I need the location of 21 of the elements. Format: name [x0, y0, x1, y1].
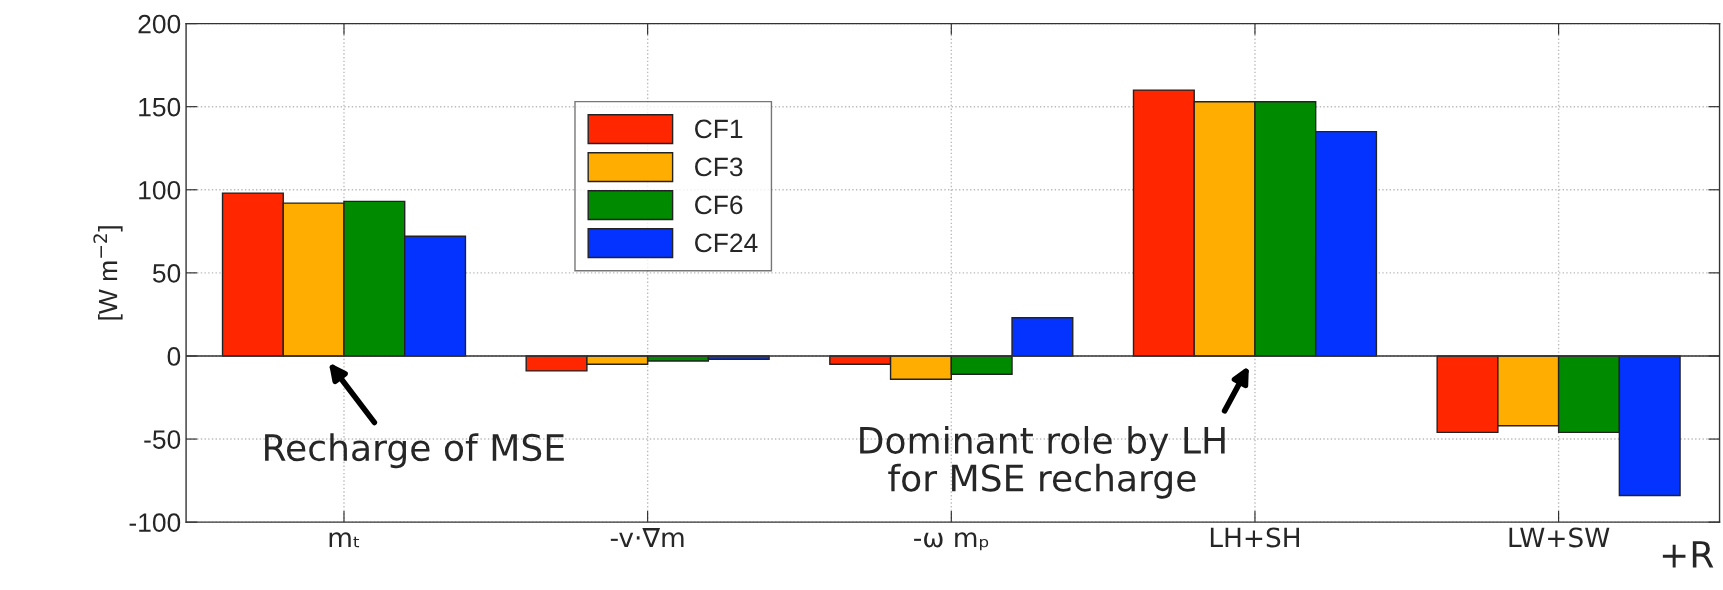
legend-label: CF24 — [695, 233, 758, 253]
text: +R — [1662, 541, 1714, 568]
y-tick-label: 50 — [152, 264, 181, 283]
y-tick-label: -50 — [144, 430, 181, 449]
x-tick-label: mₜ — [329, 532, 360, 548]
y-tick-label: 0 — [167, 347, 181, 366]
y-tick-label: 150 — [139, 97, 181, 117]
legend-label: CF6 — [695, 195, 743, 215]
legend-label: CF1 — [695, 119, 743, 139]
x-tick-label: -ω mₚ — [914, 532, 989, 551]
x-tick-label: LH+SH — [1210, 527, 1299, 548]
y-tick-label: 200 — [138, 14, 181, 34]
x-tick-label: LW+SW — [1509, 527, 1610, 548]
legend-label: CF3 — [695, 157, 743, 177]
annotation: Dominant role by LH for MSE recharge — [860, 426, 1225, 499]
bar — [1011, 317, 1074, 357]
annotation: Recharge of MSE — [265, 433, 564, 469]
y-axis-title: [W m$^{−2}$] — [93, 226, 123, 320]
y-tick-label: -100 — [129, 513, 181, 532]
y-tick-label: 100 — [139, 180, 181, 200]
x-tick-label: -v·∇m — [610, 528, 684, 548]
